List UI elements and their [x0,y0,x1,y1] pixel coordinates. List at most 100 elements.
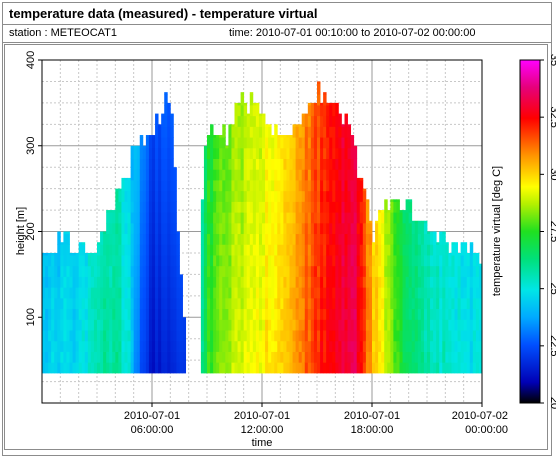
heatmap-cell [375,222,379,235]
heatmap-cell [81,255,86,267]
heatmap-cell [219,201,223,213]
heatmap-cell [362,265,367,277]
heatmap-cell [225,180,229,192]
heatmap-cell [130,233,135,245]
heatmap-cell [57,255,61,267]
heatmap-cell [427,351,431,363]
heatmap-cell [359,287,364,299]
heatmap-cell [414,220,419,224]
heatmap-cell [390,233,394,245]
heatmap-cell [417,287,422,299]
heatmap-cell [60,287,64,299]
heatmap-cell [335,102,339,106]
heatmap-cell [399,276,403,288]
heatmap-cell [237,180,242,192]
heatmap-cell [454,330,458,342]
heatmap-cell [262,126,266,138]
heatmap-cell [356,180,361,192]
heatmap-cell [75,287,80,299]
heatmap-cell [375,220,379,224]
heatmap-cell [155,190,159,202]
heatmap-cell [152,147,156,160]
heatmap-cell [200,308,205,320]
heatmap-cell [84,330,89,342]
heatmap-cell [393,297,397,310]
heatmap-cell [411,244,416,256]
heatmap-cell [304,190,309,202]
heatmap-cell [381,308,385,320]
heatmap-cell [130,276,135,288]
heatmap-cell [277,276,281,288]
heatmap-cell [393,244,397,256]
heatmap-cell [274,244,278,256]
heatmap-cell [472,340,477,352]
heatmap-cell [310,180,315,192]
heatmap-cell [365,222,370,235]
heatmap-cell [78,242,83,245]
heatmap-cell [121,319,125,331]
heatmap-cell [378,212,382,224]
heatmap-cell [341,276,345,288]
heatmap-cell [234,362,238,374]
heatmap-cell [469,244,474,256]
heatmap-cell [265,362,269,374]
heatmap-cell [310,169,315,181]
heatmap-cell [164,94,168,106]
heatmap-cell [216,135,220,138]
heatmap-cell [213,340,217,352]
heatmap-cell [274,276,278,288]
heatmap-cell [268,180,272,192]
heatmap-cell [335,190,339,202]
heatmap-cell [359,276,364,288]
heatmap-cell [145,222,150,235]
heatmap-cell [145,180,150,192]
heatmap-cell [304,297,309,310]
heatmap-cell [57,297,61,310]
heatmap-cell [97,297,101,310]
heatmap-cell [100,287,104,299]
heatmap-cell [454,287,458,299]
heatmap-cell [203,330,208,342]
heatmap-cell [255,351,260,363]
heatmap-cell [213,169,217,181]
heatmap-cell [121,233,125,245]
heatmap-cell [161,244,165,256]
heatmap-cell [329,308,333,320]
heatmap-cell [427,265,431,277]
heatmap-cell [145,135,150,138]
heatmap-cell [118,190,122,202]
heatmap-cell [106,233,110,245]
heatmap-cell [246,201,251,213]
heatmap-cell [170,265,174,277]
heatmap-cell [271,276,275,288]
heatmap-cell [182,330,187,342]
heatmap-cell [170,255,174,267]
heatmap-cell [93,340,98,352]
heatmap-cell [372,287,376,299]
heatmap-cell [145,169,150,181]
heatmap-cell [139,297,144,310]
heatmap-cell [216,137,220,149]
heatmap-cell [136,265,141,277]
heatmap-cell [304,113,309,117]
heatmap-cell [341,362,345,374]
heatmap-cell [460,308,465,320]
heatmap-cell [277,180,281,192]
heatmap-cell [51,319,55,331]
heatmap-cell [375,297,379,310]
heatmap-cell [148,201,153,213]
heatmap-cell [243,297,248,310]
heatmap-cell [445,297,449,310]
heatmap-cell [176,255,180,267]
heatmap-cell [268,244,272,256]
heatmap-cell [243,362,248,374]
heatmap-cell [414,340,419,352]
heatmap-cell [216,330,220,342]
heatmap-cell [329,126,333,138]
heatmap-cell [237,212,242,224]
heatmap-cell [338,351,342,363]
heatmap-cell [390,255,394,267]
heatmap-cell [207,147,211,160]
heatmap-cell [240,190,245,202]
heatmap-cell [252,222,257,235]
